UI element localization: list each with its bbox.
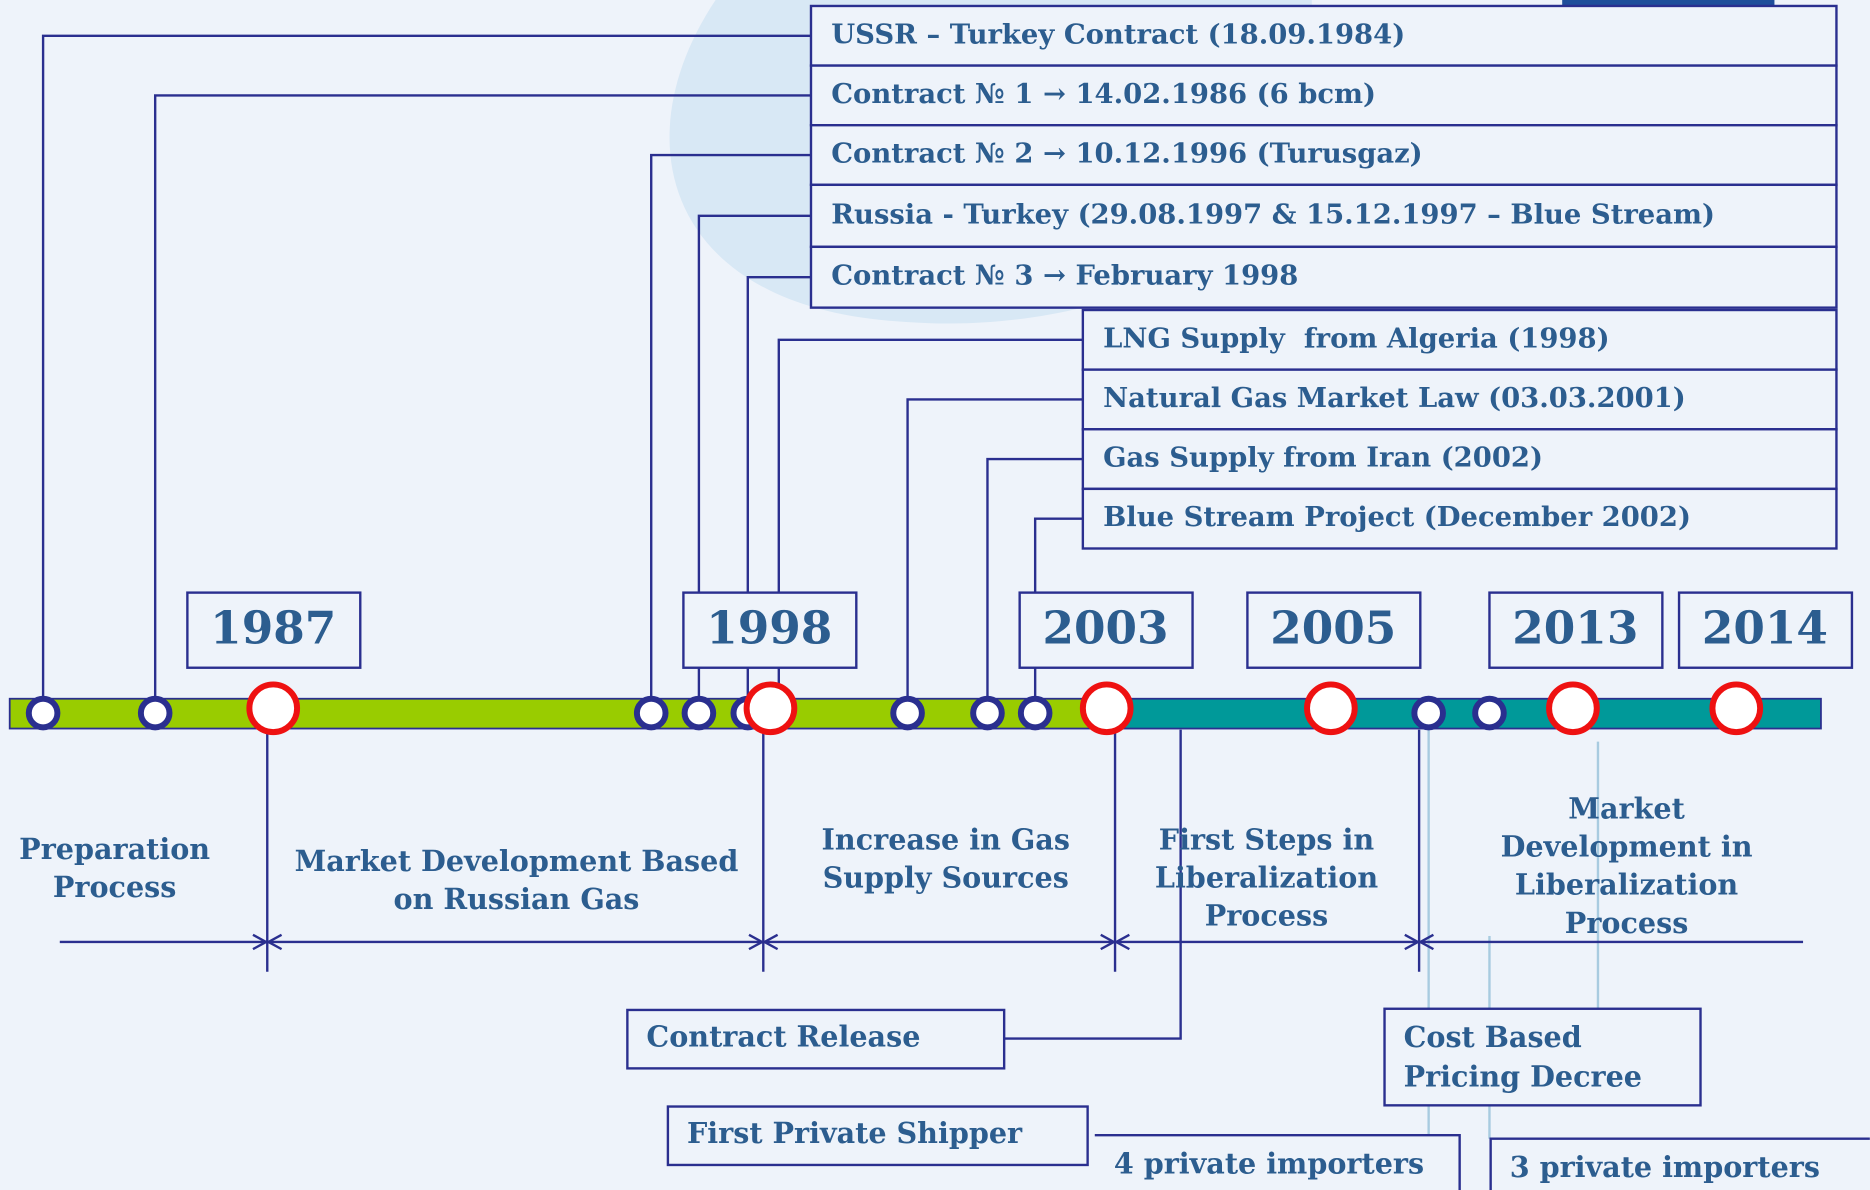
event-marker <box>141 699 170 728</box>
event-marker <box>1414 699 1443 728</box>
event-label: Russia - Turkey (29.08.1997 & 15.12.1997… <box>831 198 1715 230</box>
event-label: Contract Release <box>646 1020 920 1054</box>
event-label: Contract № 2 → 10.12.1996 (Turusgaz) <box>831 138 1422 170</box>
event-marker <box>685 699 714 728</box>
year-marker <box>1083 684 1131 732</box>
phase-label: Supply Sources <box>823 860 1069 894</box>
event-label: USSR – Turkey Contract (18.09.1984) <box>831 18 1405 50</box>
phase-label: Increase in Gas <box>822 822 1070 856</box>
phase-label: Process <box>53 870 177 904</box>
phase-label: Preparation <box>19 832 210 866</box>
page: USSR – Turkey Contract (18.09.1984) Contr… <box>0 0 1870 1190</box>
phase-label: Liberalization <box>1515 868 1738 902</box>
phase-label: Process <box>1205 899 1329 933</box>
year-marker <box>249 684 297 732</box>
event-label: Natural Gas Market Law (03.03.2001) <box>1103 382 1686 414</box>
event-marker <box>1475 699 1504 728</box>
timeline-early <box>10 699 1109 729</box>
event-marker <box>637 699 666 728</box>
event-marker <box>893 699 922 728</box>
event-label: 3 private importers <box>1510 1150 1820 1184</box>
phase-label: First Steps in <box>1159 822 1375 856</box>
event-label: Gas Supply from Iran (2002) <box>1103 442 1543 474</box>
year-label: 2013 <box>1512 600 1638 654</box>
event-marker <box>1021 699 1050 728</box>
event-label: Pricing Decree <box>1404 1060 1642 1094</box>
year-label: 1998 <box>706 600 832 654</box>
event-label: LNG Supply from Algeria (1998) <box>1103 322 1609 354</box>
phase-label: Liberalization <box>1155 860 1378 894</box>
year-label: 1987 <box>210 600 336 654</box>
phase-label: on Russian Gas <box>394 882 640 916</box>
event-label: 4 private importers <box>1114 1147 1424 1181</box>
phase-label: Process <box>1565 906 1689 940</box>
event-label: Cost Based <box>1404 1020 1582 1054</box>
year-label: 2003 <box>1042 600 1168 654</box>
phase-label: Market Development Based <box>295 844 739 878</box>
year-label: 2005 <box>1270 600 1396 654</box>
event-marker <box>973 699 1002 728</box>
event-label: Blue Stream Project (December 2002) <box>1103 501 1691 533</box>
event-label: First Private Shipper <box>687 1116 1023 1150</box>
year-marker <box>747 684 795 732</box>
timeline-diagram: USSR – Turkey Contract (18.09.1984) Contr… <box>0 0 1870 1190</box>
event-label: Contract № 3 → February 1998 <box>831 260 1298 292</box>
year-marker <box>1307 684 1355 732</box>
year-marker <box>1712 684 1760 732</box>
phase-label: Development in <box>1501 829 1753 863</box>
year-marker <box>1549 684 1597 732</box>
phase-label: Market <box>1568 791 1685 825</box>
event-marker <box>29 699 58 728</box>
event-label: Contract № 1 → 14.02.1986 (6 bcm) <box>831 78 1376 110</box>
year-label: 2014 <box>1702 600 1828 654</box>
